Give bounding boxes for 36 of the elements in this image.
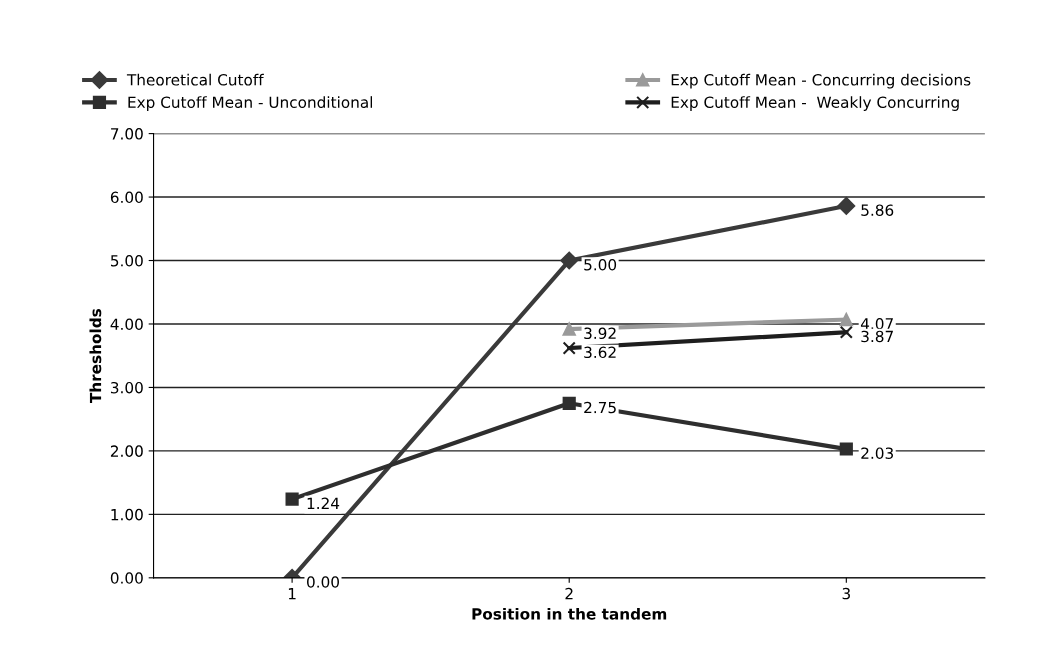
data-label: 3.62	[584, 346, 616, 359]
y-tick-label: 6.00	[110, 191, 143, 204]
data-label: 4.07	[860, 317, 893, 330]
y-tick-label: 7.00	[111, 128, 143, 140]
data-label: 3.87	[861, 330, 893, 343]
point	[839, 312, 853, 327]
y-tick-label: 3.00	[110, 381, 143, 394]
legend-label: Exp Cutoff Mean - Concurring decisions	[671, 73, 971, 89]
x-tick-label: 1	[288, 588, 296, 600]
data-label: 5.86	[861, 204, 894, 216]
data-label: 5.00	[584, 258, 617, 271]
point	[285, 492, 299, 506]
y-tick-label: 4.00	[110, 318, 143, 330]
point	[562, 341, 576, 355]
point	[837, 197, 856, 215]
x-tick-label: 3	[842, 587, 850, 600]
y-axis-title: Thresholds	[89, 308, 102, 404]
y-tick-label: 1.00	[111, 508, 143, 521]
point	[560, 251, 579, 270]
x-axis-title: Position in the tandem	[472, 607, 667, 620]
data-label: 2.03	[861, 447, 893, 459]
point	[562, 322, 576, 336]
data-label: 2.75	[584, 401, 616, 414]
legend-label: Exp Cutoff Mean - Unconditional	[128, 96, 373, 111]
x-tick-label: 2	[565, 587, 573, 600]
point	[839, 442, 853, 456]
y-tick-label: 2.00	[110, 445, 143, 457]
y-tick-label: 0.00	[110, 572, 143, 584]
legend-label: Theoretical Cutoff	[126, 73, 264, 86]
point	[562, 396, 576, 410]
point	[839, 325, 853, 339]
y-tick-label: 5.00	[111, 254, 143, 267]
legend-label: Exp Cutoff Mean - Weakly Concurring	[671, 96, 959, 111]
data-label: 1.24	[307, 497, 340, 509]
data-label: 0.00	[307, 576, 339, 588]
data-label: 3.92	[584, 327, 616, 340]
